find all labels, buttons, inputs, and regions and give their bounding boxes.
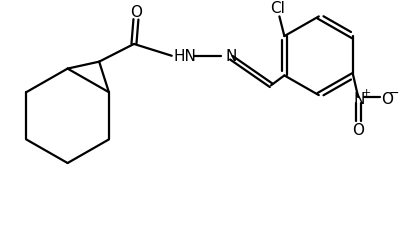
Text: −: −: [389, 86, 399, 99]
Text: N: N: [225, 49, 237, 64]
Text: Cl: Cl: [270, 1, 285, 16]
Text: N: N: [354, 91, 365, 106]
Text: O: O: [381, 91, 393, 106]
Text: O: O: [352, 122, 364, 137]
Text: +: +: [362, 88, 371, 98]
Text: O: O: [130, 5, 142, 20]
Text: HN: HN: [174, 49, 196, 64]
